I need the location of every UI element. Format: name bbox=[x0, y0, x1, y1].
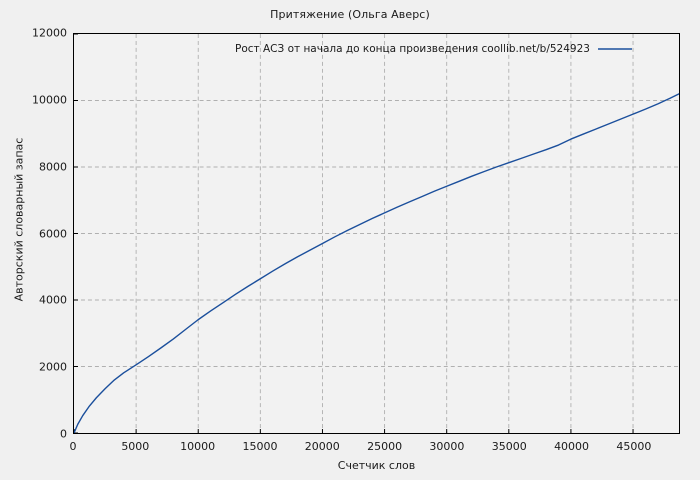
legend-line-sample bbox=[597, 47, 632, 50]
x-tick-label: 45000 bbox=[616, 440, 652, 453]
legend: Рост АСЗ от начала до конца произведения… bbox=[231, 39, 637, 58]
x-tick-label: 25000 bbox=[367, 440, 403, 453]
x-tick-label: 15000 bbox=[242, 440, 278, 453]
chart-title: Притяжение (Ольга Аверс) bbox=[270, 8, 430, 21]
x-tick-label: 5000 bbox=[121, 440, 150, 453]
plot-area bbox=[73, 33, 680, 434]
y-tick-label: 12000 bbox=[32, 26, 67, 40]
data-series-line bbox=[74, 93, 679, 433]
x-tick-label: 20000 bbox=[304, 440, 340, 453]
x-tick-label: 10000 bbox=[180, 440, 216, 453]
y-tick-label: 8000 bbox=[39, 160, 67, 174]
gridlines bbox=[74, 34, 679, 433]
legend-entry-label: Рост АСЗ от начала до конца произведения… bbox=[235, 42, 590, 55]
x-tick-label: 0 bbox=[69, 440, 77, 453]
x-tick-label: 40000 bbox=[554, 440, 590, 453]
x-tick-label: 35000 bbox=[491, 440, 527, 453]
x-tick-label: 30000 bbox=[429, 440, 465, 453]
y-tick-label: 4000 bbox=[39, 293, 67, 307]
y-axis-tick-labels: 0 2000 4000 6000 8000 10000 12000 bbox=[0, 27, 67, 441]
x-axis-label: Счетчик слов bbox=[337, 459, 416, 472]
x-axis-tick-labels: 0 5000 10000 15000 20000 25000 30000 35000 40000… bbox=[70, 440, 680, 456]
y-tick-label: 0 bbox=[60, 427, 67, 441]
y-tick-label: 10000 bbox=[32, 93, 67, 107]
y-tick-label: 6000 bbox=[39, 227, 67, 240]
y-tick-label: 2000 bbox=[39, 360, 67, 374]
